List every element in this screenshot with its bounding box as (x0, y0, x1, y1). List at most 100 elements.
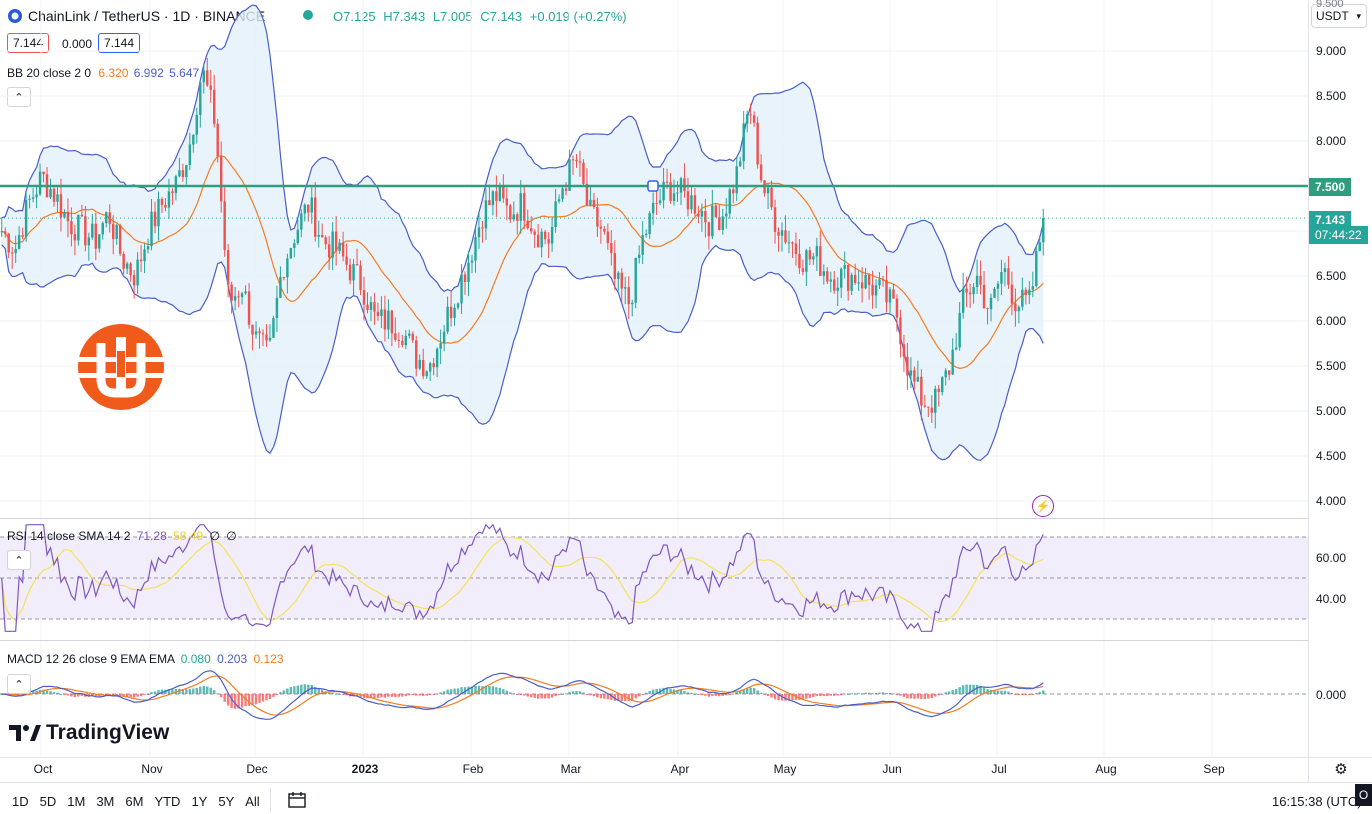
market-status-icon[interactable] (303, 10, 313, 20)
candle-body (603, 228, 606, 232)
price-axis-label: 6.500 (1316, 269, 1347, 283)
macd-histogram-bar (853, 693, 857, 695)
candle-body (836, 287, 839, 291)
high-value: H7.343 (383, 9, 426, 24)
candle-body (230, 284, 233, 301)
scroll-to-realtime-button[interactable]: O (1355, 784, 1372, 806)
period-button-ytd[interactable]: YTD (154, 794, 181, 809)
candle-body (554, 201, 557, 228)
candle-body (1042, 218, 1045, 243)
candle-body (509, 205, 512, 220)
macd-histogram-bar (627, 694, 630, 702)
macd-histogram-bar (219, 694, 223, 698)
collapse-rsi-button[interactable]: ⌃ (7, 550, 31, 570)
candle-body (766, 187, 770, 194)
sell-price-box[interactable]: 7.144 (7, 33, 50, 53)
candle-body (1038, 242, 1041, 252)
period-button-6m[interactable]: 6M (125, 794, 144, 809)
time-axis-label: Oct (33, 762, 53, 776)
symbol-title[interactable]: ChainLink / TetherUS · 1D · BINANCE (28, 8, 266, 24)
period-button-1d[interactable]: 1D (12, 794, 29, 809)
candle-body (272, 317, 275, 338)
lightning-icon[interactable]: ⚡ (1032, 495, 1054, 517)
macd-histogram-bar (759, 692, 763, 694)
macd-histogram-bar (704, 694, 707, 696)
bb-lower-line (1, 244, 1044, 461)
macd-histogram-bar (846, 693, 850, 695)
rsi-legend[interactable]: RSI 14 close SMA 14 2 71.28 58.49 ∅ ∅ (7, 529, 237, 543)
bb-label: BB 20 close 2 0 (7, 66, 92, 80)
macd-histogram-bar (146, 694, 150, 695)
rsi-label: RSI 14 close SMA 14 2 (7, 529, 131, 543)
candle-body (575, 159, 578, 162)
macd-histogram-bar (944, 692, 947, 694)
low-value: L7.005 (432, 9, 473, 24)
candle-body (756, 122, 759, 165)
toolbar-divider (270, 788, 271, 812)
macd-histogram-bar (526, 694, 529, 697)
candle-body (704, 210, 707, 223)
price-axis-label: 9.000 (1316, 44, 1347, 58)
macd-histogram-bar (634, 694, 637, 699)
period-button-1m[interactable]: 1M (67, 794, 86, 809)
macd-histogram-bar (491, 686, 495, 694)
macd-histogram-bar (735, 692, 738, 694)
macd-histogram-bar (606, 694, 610, 700)
currency-select[interactable]: USDT ▾ (1311, 4, 1367, 28)
candle-body (676, 192, 679, 194)
buy-price-box[interactable]: 7.144 (98, 33, 141, 53)
pane-divider[interactable] (0, 640, 1308, 641)
macd-histogram-bar (460, 687, 463, 694)
macd-legend[interactable]: MACD 12 26 close 9 EMA EMA 0.080 0.203 0… (7, 652, 284, 666)
price-axis-label: 5.500 (1316, 359, 1347, 373)
macd-histogram-bar (881, 692, 885, 694)
macd-histogram-bar (523, 694, 526, 696)
pane-divider[interactable] (0, 518, 1308, 519)
candle-body (91, 223, 94, 238)
period-button-3m[interactable]: 3M (96, 794, 115, 809)
collapse-legend-button[interactable]: ⌃ (7, 87, 31, 107)
bollinger-bands (1, 4, 1044, 461)
macd-histogram-bar (833, 694, 836, 696)
candle-body (345, 256, 348, 265)
candle-body (822, 271, 826, 276)
bb-legend[interactable]: BB 20 close 2 0 6.320 6.992 5.647 (7, 66, 199, 80)
macd-histogram-bar (509, 692, 512, 694)
candle-body (655, 202, 658, 204)
candle-body (930, 407, 934, 413)
candle-body (408, 333, 411, 336)
macd-histogram-bar (937, 694, 940, 696)
candle-body (860, 282, 864, 289)
calendar-icon[interactable] (287, 791, 307, 809)
gear-icon[interactable]: ⚙ (1334, 761, 1348, 778)
candle-body (296, 229, 300, 244)
period-button-5d[interactable]: 5D (39, 794, 57, 809)
rsi-extra-1: ∅ (209, 529, 220, 543)
candle-body (906, 356, 909, 376)
candle-body (129, 263, 132, 276)
macd-histogram-bar (582, 692, 585, 694)
collapse-macd-button[interactable]: ⌃ (7, 674, 31, 694)
macd-histogram-bar (613, 694, 617, 701)
candle-body (533, 231, 536, 235)
period-button-all[interactable]: All (245, 794, 260, 809)
macd-histogram-bar (254, 694, 258, 705)
macd-histogram-bar (470, 686, 474, 694)
macd-histogram-bar (481, 686, 484, 694)
horizontal-line-tag[interactable]: 7.500 (1309, 178, 1352, 196)
candle-body (947, 370, 951, 375)
candle-body (697, 213, 700, 217)
macd-line (1, 670, 1044, 720)
candle-body (275, 297, 279, 318)
period-button-1y[interactable]: 1Y (191, 794, 208, 809)
candle-body (798, 253, 801, 269)
period-button-5y[interactable]: 5Y (218, 794, 235, 809)
macd-histogram-bar (916, 694, 920, 699)
clock-display[interactable]: 16:15:38 (UTC) (1272, 794, 1362, 809)
candle-body (662, 181, 665, 201)
candle-body (1014, 303, 1017, 312)
macd-histogram-bar (237, 694, 240, 709)
candle-body (418, 359, 421, 369)
candle-body (672, 193, 676, 201)
